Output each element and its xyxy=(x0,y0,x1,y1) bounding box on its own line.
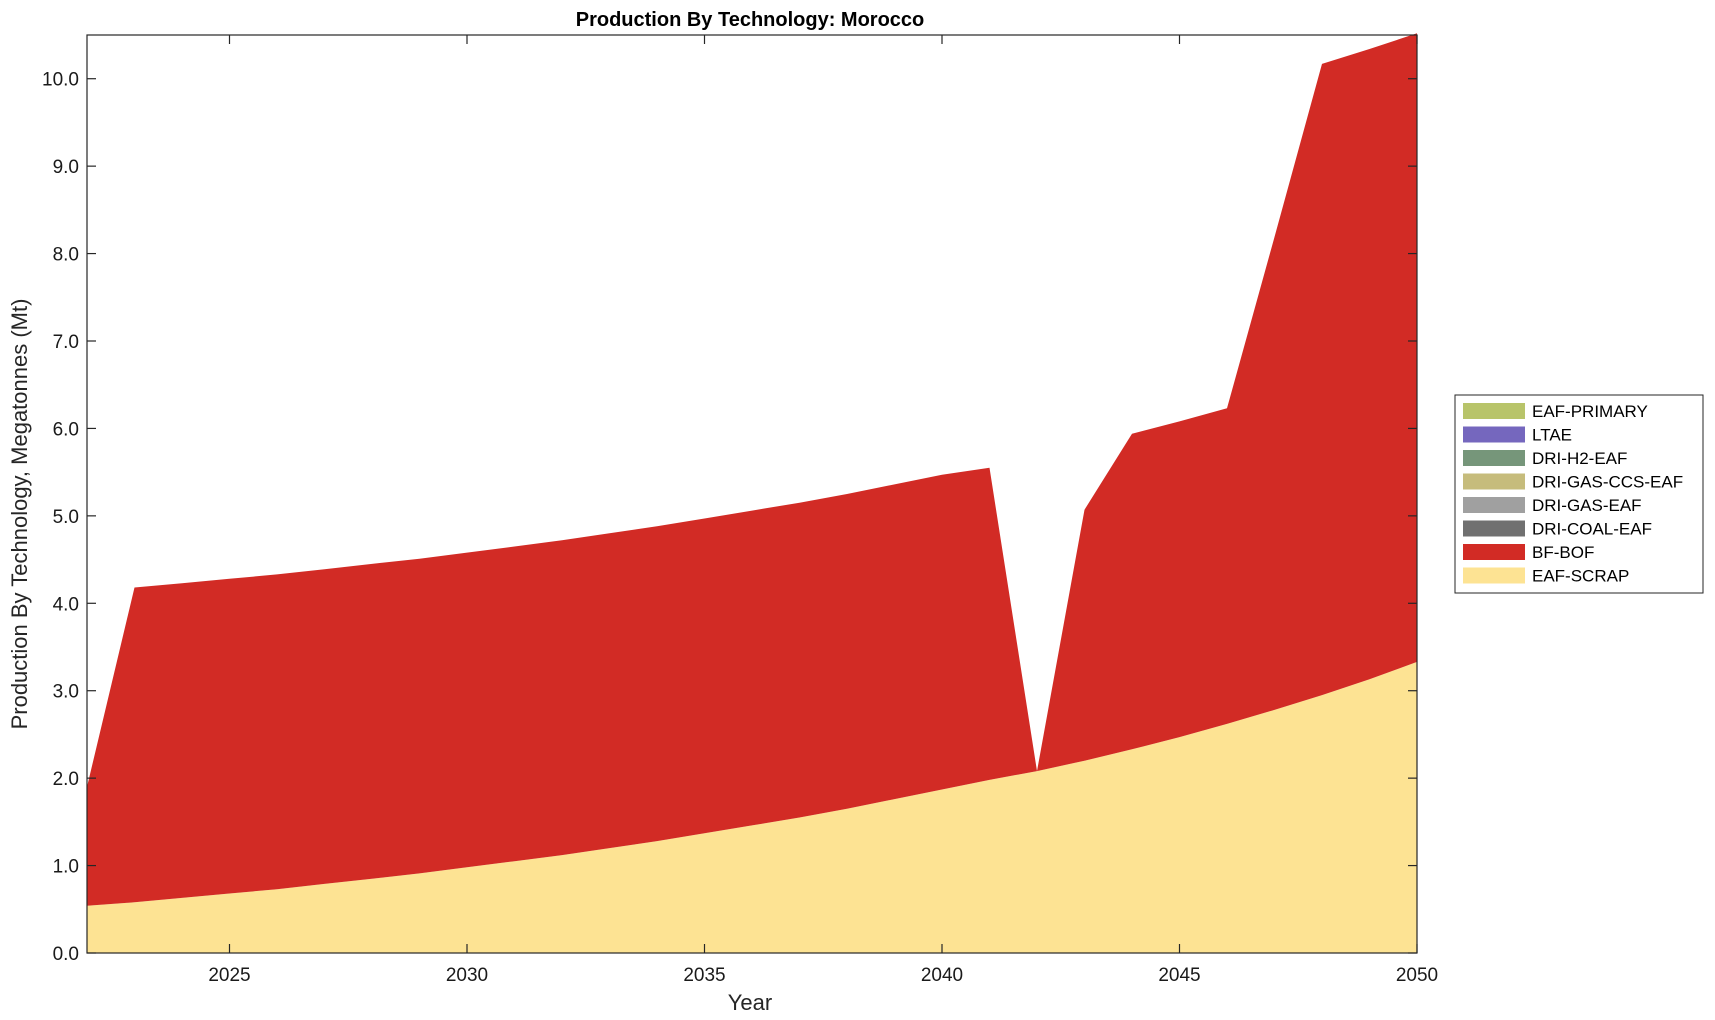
legend-swatch-dri-coal-eaf xyxy=(1463,520,1525,537)
x-tick-label: 2045 xyxy=(1158,965,1200,986)
x-tick-label: 2025 xyxy=(208,965,250,986)
legend-label-dri-coal-eaf: DRI-COAL-EAF xyxy=(1532,520,1652,539)
legend-label-dri-h2-eaf: DRI-H2-EAF xyxy=(1532,449,1627,468)
plot-frame xyxy=(86,34,1418,954)
legend-swatch-dri-gas-ccs-eaf xyxy=(1463,473,1525,490)
legend-swatch-eaf-scrap xyxy=(1463,567,1525,584)
legend-label-dri-gas-ccs-eaf: DRI-GAS-CCS-EAF xyxy=(1532,473,1683,492)
legend-label-eaf-primary: EAF-PRIMARY xyxy=(1532,402,1648,421)
legend-label-bf-bof: BF-BOF xyxy=(1532,543,1594,562)
y-tick-label: 3.0 xyxy=(53,682,79,703)
y-tick-label: 6.0 xyxy=(53,419,79,440)
legend-swatch-dri-h2-eaf xyxy=(1463,450,1525,466)
x-axis: 2025 2030 2035 2040 2045 2050 xyxy=(208,35,1438,986)
legend-swatch-bf-bof xyxy=(1463,544,1525,560)
legend-label-dri-gas-eaf: DRI-GAS-EAF xyxy=(1532,496,1642,515)
y-tick-label: 2.0 xyxy=(53,769,79,790)
x-axis-label: Year xyxy=(728,990,772,1015)
y-tick-label: 1.0 xyxy=(53,857,79,878)
legend: EAF-PRIMARY LTAE DRI-H2-EAF DRI-GAS-CCS-EAF… xyxy=(1454,394,1704,594)
legend-label-eaf-scrap: EAF-SCRAP xyxy=(1532,567,1629,586)
x-tick-label: 2040 xyxy=(921,965,963,986)
area-eaf-scrap xyxy=(87,661,1417,953)
y-axis: 0.0 1.0 2.0 3.0 4.0 5.0 6.0 7.0 8.0 9.0 10.0 xyxy=(42,70,1417,965)
y-tick-label: 9.0 xyxy=(53,157,79,178)
y-tick-label: 5.0 xyxy=(53,507,79,528)
y-tick-label: 8.0 xyxy=(53,245,79,266)
y-tick-label: 4.0 xyxy=(53,594,79,615)
x-tick-label: 2035 xyxy=(683,965,725,986)
y-tick-label: 0.0 xyxy=(53,944,79,965)
y-tick-label: 10.0 xyxy=(42,70,79,91)
area-bf-bof xyxy=(87,33,1417,906)
chart-title: Production By Technology: Morocco xyxy=(576,9,925,31)
legend-swatch-dri-gas-eaf xyxy=(1463,497,1525,513)
x-tick-label: 2030 xyxy=(446,965,488,986)
legend-label-ltae: LTAE xyxy=(1532,426,1572,445)
legend-swatch-ltae xyxy=(1463,426,1525,443)
x-tick-label: 2050 xyxy=(1396,965,1438,986)
area-series-group xyxy=(87,33,1417,953)
legend-swatch-eaf-primary xyxy=(1463,403,1525,419)
legend-box xyxy=(1454,394,1704,594)
y-axis-label: Production By Technology, Megatonnes (Mt… xyxy=(7,299,32,730)
y-tick-label: 7.0 xyxy=(53,332,79,353)
